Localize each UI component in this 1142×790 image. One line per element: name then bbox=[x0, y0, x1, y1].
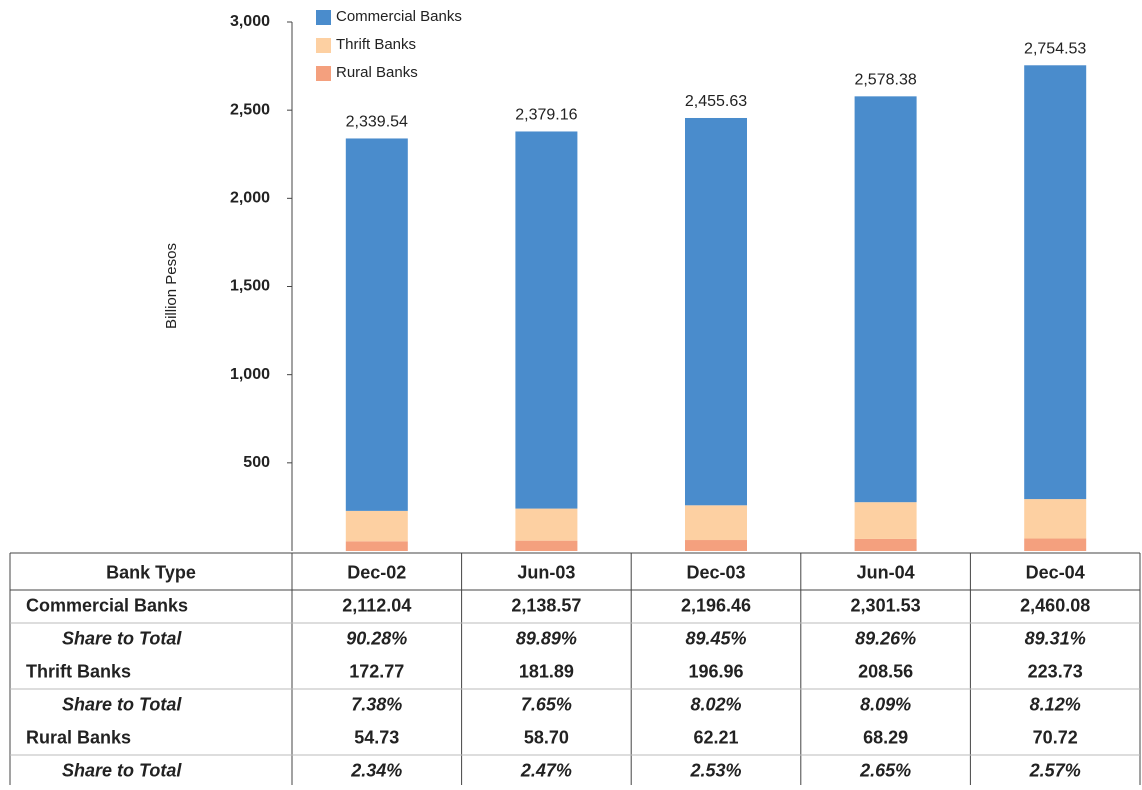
table-cell: 8.12% bbox=[1030, 694, 1081, 714]
table-header: Dec-03 bbox=[686, 562, 745, 582]
row-label: Thrift Banks bbox=[26, 661, 131, 681]
table-cell: 2.65% bbox=[859, 760, 911, 780]
bar-segment bbox=[854, 538, 917, 551]
bar-segment bbox=[685, 505, 747, 541]
bar-segment bbox=[685, 117, 747, 506]
table-cell: 90.28% bbox=[346, 628, 407, 648]
bar-segment bbox=[1024, 538, 1087, 551]
bar-segment bbox=[515, 508, 578, 541]
bar-segment bbox=[1024, 65, 1087, 500]
y-tick-label: 2,000 bbox=[230, 190, 270, 207]
table-cell: 2.57% bbox=[1029, 760, 1081, 780]
row-label: Share to Total bbox=[62, 628, 182, 648]
row-label: Share to Total bbox=[62, 760, 182, 780]
table-cell: 8.02% bbox=[690, 694, 741, 714]
bar-segment bbox=[515, 131, 578, 509]
row-label: Commercial Banks bbox=[26, 595, 188, 615]
table-header: Dec-04 bbox=[1026, 562, 1085, 582]
table-cell: 54.73 bbox=[354, 727, 399, 747]
y-tick-label: 1,500 bbox=[230, 278, 270, 295]
bar-segment bbox=[685, 540, 747, 551]
legend-swatch bbox=[316, 10, 331, 25]
table-cell: 2,138.57 bbox=[511, 595, 581, 615]
table-cell: 89.45% bbox=[685, 628, 746, 648]
table-cell: 2,196.46 bbox=[681, 595, 751, 615]
legend-swatch bbox=[316, 38, 331, 53]
bar-segment bbox=[854, 96, 917, 503]
table-cell: 2,301.53 bbox=[851, 595, 921, 615]
table-cell: 8.09% bbox=[860, 694, 911, 714]
table-cell: 2.53% bbox=[689, 760, 741, 780]
bar-segment bbox=[1024, 499, 1087, 539]
y-axis-label: Billion Pesos bbox=[163, 243, 180, 329]
table-cell: 89.31% bbox=[1025, 628, 1086, 648]
table-cell: 68.29 bbox=[863, 727, 908, 747]
table-cell: 2.47% bbox=[520, 760, 572, 780]
total-label: 2,455.63 bbox=[685, 93, 747, 110]
total-label: 2,379.16 bbox=[515, 107, 577, 124]
table-cell: 2.34% bbox=[350, 760, 402, 780]
table-cell: 2,460.08 bbox=[1020, 595, 1090, 615]
table-header: Dec-02 bbox=[347, 562, 406, 582]
table-header: Jun-03 bbox=[517, 562, 575, 582]
table-header: Bank Type bbox=[106, 562, 196, 582]
table-cell: 7.65% bbox=[521, 694, 572, 714]
table-cell: 2,112.04 bbox=[342, 595, 411, 615]
row-label: Share to Total bbox=[62, 694, 182, 714]
bar-segment bbox=[515, 540, 578, 551]
y-tick-label: 2,500 bbox=[230, 101, 270, 118]
row-label: Rural Banks bbox=[26, 727, 131, 747]
legend-label: Rural Banks bbox=[336, 64, 418, 81]
total-label: 2,339.54 bbox=[346, 114, 408, 131]
legend-swatch bbox=[316, 66, 331, 81]
bar-segment bbox=[345, 510, 408, 542]
bar-segment bbox=[345, 138, 408, 511]
total-label: 2,578.38 bbox=[854, 72, 916, 89]
table-cell: 208.56 bbox=[858, 661, 913, 681]
legend-label: Thrift Banks bbox=[336, 36, 416, 53]
bar-segment bbox=[345, 541, 408, 551]
table-cell: 70.72 bbox=[1033, 727, 1078, 747]
legend-label: Commercial Banks bbox=[336, 8, 462, 25]
table-cell: 58.70 bbox=[524, 727, 569, 747]
y-tick-label: 500 bbox=[243, 454, 270, 471]
y-tick-label: 3,000 bbox=[230, 13, 270, 30]
table-cell: 223.73 bbox=[1028, 661, 1083, 681]
table-header: Jun-04 bbox=[857, 562, 915, 582]
total-label: 2,754.53 bbox=[1024, 41, 1086, 58]
table-cell: 7.38% bbox=[351, 694, 402, 714]
y-tick-label: 1,000 bbox=[230, 366, 270, 383]
table-cell: 89.89% bbox=[516, 628, 577, 648]
table-cell: 196.96 bbox=[688, 661, 743, 681]
bar-segment bbox=[854, 502, 917, 539]
table-cell: 62.21 bbox=[693, 727, 738, 747]
table-cell: 181.89 bbox=[519, 661, 574, 681]
table-cell: 89.26% bbox=[855, 628, 916, 648]
table-cell: 172.77 bbox=[349, 661, 404, 681]
